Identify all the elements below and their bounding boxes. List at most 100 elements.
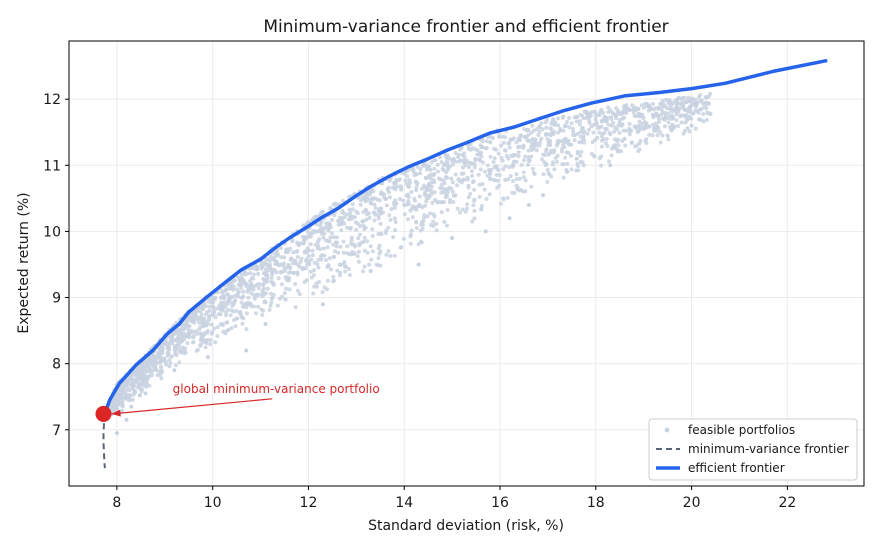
feasible-portfolio-point: [483, 169, 487, 174]
feasible-portfolio-point: [127, 388, 132, 393]
feasible-portfolio-point: [551, 117, 556, 122]
feasible-portfolio-point: [499, 156, 504, 160]
feasible-portfolio-point: [306, 233, 311, 238]
feasible-portfolio-point: [591, 130, 596, 135]
feasible-portfolio-point: [430, 200, 435, 205]
feasible-portfolio-point: [708, 91, 713, 96]
feasible-portfolio-point: [272, 257, 276, 262]
feasible-portfolio-point: [560, 162, 565, 167]
feasible-portfolio-point: [442, 189, 446, 194]
feasible-portfolio-point: [429, 160, 434, 165]
feasible-portfolio-point: [385, 187, 390, 192]
feasible-portfolio-point: [704, 118, 709, 122]
feasible-portfolio-point: [434, 228, 439, 233]
feasible-portfolio-point: [426, 163, 430, 168]
feasible-portfolio-point: [301, 241, 306, 246]
feasible-portfolio-point: [388, 254, 393, 258]
feasible-portfolio-point: [498, 201, 503, 206]
feasible-portfolio-point: [209, 322, 214, 327]
feasible-portfolio-point: [244, 284, 249, 288]
feasible-portfolio-point: [110, 406, 115, 411]
feasible-portfolio-point: [664, 97, 668, 102]
feasible-portfolio-point: [545, 180, 550, 184]
feasible-portfolio-point: [211, 304, 216, 309]
feasible-portfolio-point: [407, 184, 411, 189]
feasible-portfolio-point: [370, 196, 375, 201]
feasible-portfolio-point: [552, 167, 557, 172]
feasible-portfolio-point: [662, 111, 667, 115]
feasible-portfolio-point: [651, 115, 656, 120]
feasible-portfolio-point: [414, 207, 419, 212]
feasible-portfolio-point: [607, 130, 612, 135]
feasible-portfolio-point: [251, 276, 256, 281]
feasible-portfolio-point: [436, 169, 440, 174]
feasible-portfolio-point: [389, 207, 394, 212]
feasible-portfolio-point: [485, 163, 490, 168]
feasible-portfolio-point: [177, 360, 182, 365]
feasible-portfolio-point: [306, 248, 311, 253]
feasible-portfolio-point: [369, 201, 373, 205]
feasible-portfolio-point: [339, 228, 344, 233]
feasible-portfolio-point: [286, 262, 291, 267]
feasible-portfolio-point: [467, 146, 472, 151]
feasible-portfolio-point: [495, 185, 500, 190]
feasible-portfolio-point: [215, 334, 220, 339]
feasible-portfolio-point: [693, 126, 698, 131]
feasible-portfolio-point: [524, 134, 529, 139]
feasible-portfolio-point: [447, 164, 452, 169]
feasible-portfolio-point: [574, 114, 578, 119]
feasible-portfolio-point: [627, 132, 632, 137]
feasible-portfolio-point: [503, 164, 508, 169]
feasible-portfolio-point: [431, 219, 435, 224]
feasible-portfolio-point: [141, 383, 146, 388]
feasible-portfolio-point: [288, 270, 293, 275]
feasible-portfolio-point: [581, 130, 586, 135]
feasible-portfolio-point: [317, 237, 322, 242]
y-axis-label: Expected return (%): [16, 192, 32, 333]
feasible-portfolio-point: [496, 134, 501, 139]
feasible-portfolio-point: [289, 256, 294, 261]
feasible-portfolio-point: [180, 333, 185, 338]
feasible-portfolio-point: [621, 128, 626, 133]
line-layer: [95, 59, 828, 469]
feasible-portfolio-point: [666, 120, 671, 125]
feasible-portfolio-point: [384, 252, 389, 257]
feasible-portfolio-point: [378, 191, 383, 196]
feasible-portfolio-point: [595, 112, 600, 117]
feasible-portfolio-point: [348, 210, 353, 215]
feasible-portfolio-point: [479, 203, 484, 208]
feasible-portfolio-point: [331, 278, 336, 283]
feasible-portfolio-point: [423, 190, 428, 195]
feasible-portfolio-point: [177, 349, 182, 354]
feasible-portfolio-point: [340, 216, 345, 221]
feasible-portfolio-point: [551, 160, 556, 165]
feasible-portfolio-point: [433, 158, 438, 163]
feasible-portfolio-point: [392, 253, 397, 258]
feasible-portfolio-point: [362, 248, 367, 253]
feasible-portfolio-point: [127, 393, 132, 398]
feasible-portfolio-point: [511, 136, 516, 141]
feasible-portfolio-point: [656, 113, 661, 118]
feasible-portfolio-point: [386, 225, 391, 230]
feasible-portfolio-point: [610, 146, 614, 151]
feasible-portfolio-point: [329, 231, 334, 236]
feasible-portfolio-point: [143, 391, 148, 396]
feasible-portfolio-point: [134, 378, 138, 383]
feasible-portfolio-point: [387, 213, 392, 218]
feasible-portfolio-point: [651, 107, 656, 112]
feasible-portfolio-point: [383, 197, 388, 201]
feasible-portfolio-point: [353, 244, 357, 249]
feasible-portfolio-point: [424, 185, 429, 190]
feasible-portfolio-point: [114, 431, 119, 436]
feasible-portfolio-point: [174, 347, 179, 352]
feasible-portfolio-point: [669, 107, 674, 112]
feasible-portfolio-point: [406, 217, 410, 222]
feasible-portfolio-point: [253, 264, 258, 269]
feasible-portfolio-point: [260, 288, 265, 293]
feasible-portfolio-point: [183, 350, 188, 355]
feasible-portfolio-point: [295, 288, 300, 293]
feasible-portfolio-point: [565, 161, 570, 166]
feasible-portfolio-point: [699, 107, 704, 112]
feasible-portfolio-point: [539, 136, 544, 141]
feasible-portfolio-point: [426, 193, 431, 198]
